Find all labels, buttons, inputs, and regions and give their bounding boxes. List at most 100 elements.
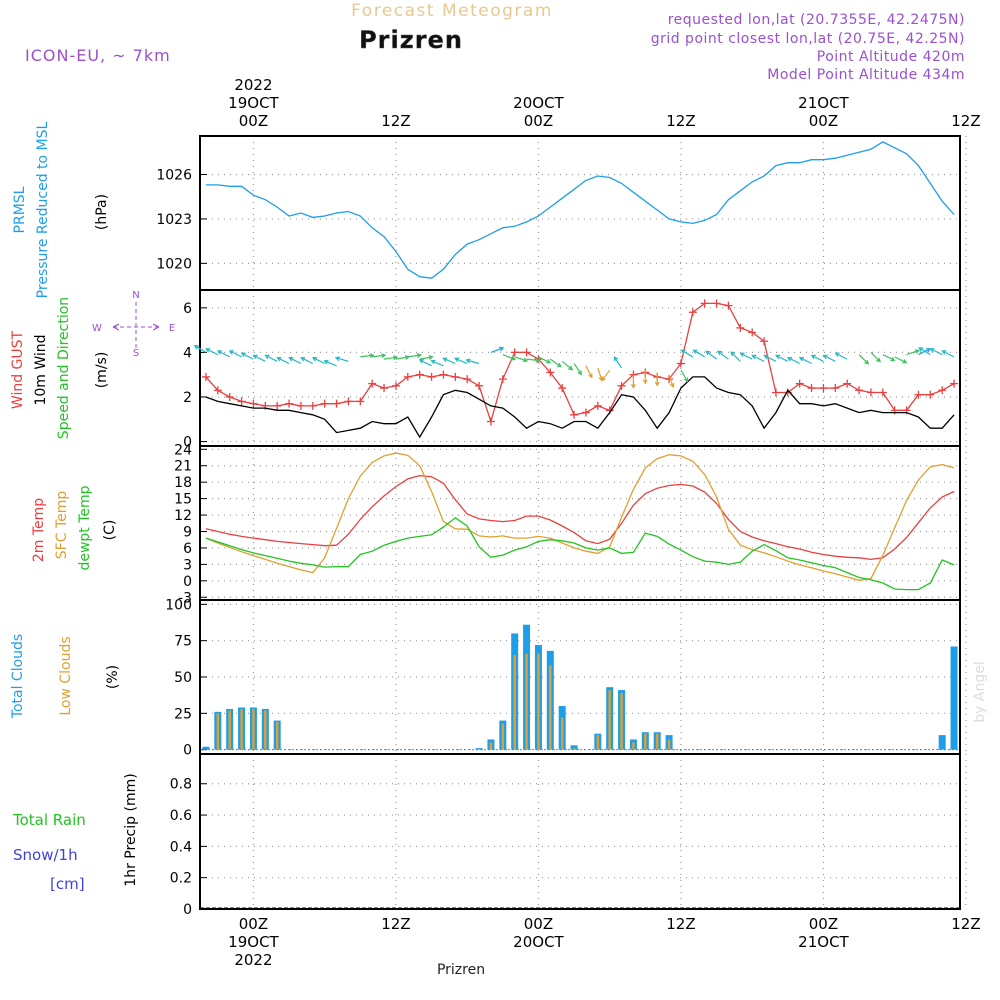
- gust-marker: [831, 384, 840, 393]
- gust-marker: [225, 392, 234, 401]
- clouds-panel: 0 25 50 75 100: [165, 597, 967, 759]
- temp-ytick-label: 12: [174, 508, 192, 524]
- wind-arrow: [654, 372, 660, 387]
- wind-arrow: [894, 356, 908, 364]
- wind-gust-line: [205, 302, 955, 424]
- compass-e: E: [169, 323, 175, 334]
- bottom-time-label: 2022: [234, 951, 272, 969]
- gridpoint-coords: grid point closest lon,lat (20.75E, 42.2…: [651, 31, 965, 47]
- gust-marker: [866, 388, 875, 397]
- clouds-ytick-label: 25: [174, 706, 192, 722]
- wind-arrow: [334, 356, 349, 362]
- wind-ytick-label: 6: [183, 301, 192, 317]
- gust-marker: [617, 381, 626, 390]
- gust-marker: [593, 401, 602, 410]
- total-cloud-bar: [202, 746, 210, 750]
- top-time-label: 00Z: [809, 112, 838, 130]
- low-cloud-bar: [240, 708, 243, 750]
- wind-arrow: [585, 365, 593, 379]
- wind-arrow: [680, 349, 694, 358]
- top-time-label: 2022: [234, 76, 272, 94]
- clouds-ytick-label: 75: [174, 634, 192, 650]
- wind-arrow: [372, 353, 387, 359]
- wind-arrow: [311, 357, 325, 365]
- gust-marker: [463, 375, 472, 384]
- gust-marker: [439, 370, 448, 379]
- pressure-panel: 1020 1023 1026: [156, 135, 967, 291]
- gust-marker: [486, 417, 495, 426]
- wind-arrow: [193, 345, 207, 353]
- total-cloud-bar: [475, 748, 483, 750]
- gust-marker: [688, 308, 697, 317]
- footer-city: Prizren: [437, 962, 485, 978]
- temp-ytick-label: 3: [183, 557, 192, 573]
- dew-label: dewpt Temp: [77, 485, 93, 570]
- bottom-time-label: 12Z: [951, 915, 980, 933]
- wind-arrow: [763, 354, 777, 362]
- low-cloud-bar: [596, 735, 600, 750]
- top-time-label: 12Z: [951, 112, 980, 130]
- low-cloud-bar: [489, 742, 493, 750]
- product-title: Forecast Meteogram: [351, 1, 553, 21]
- pressure-ytick-label: 1020: [156, 256, 192, 272]
- gust-marker: [201, 372, 210, 381]
- wind-arrow: [561, 360, 574, 371]
- pressure-label: PRMSL: [12, 186, 28, 233]
- temp-unit: (C): [102, 520, 118, 541]
- wind-arrow: [538, 356, 552, 364]
- wind-arrow: [730, 351, 741, 362]
- wind-arrow: [751, 354, 765, 362]
- point-altitude: Point Altitude 420m: [817, 49, 965, 65]
- low-cloud-bar: [560, 717, 564, 750]
- wind-arrow: [216, 350, 230, 358]
- low-cloud-bar: [537, 653, 540, 750]
- gust-marker: [807, 384, 816, 393]
- low-cloud-bar: [513, 655, 516, 750]
- wind-arrow: [418, 359, 432, 367]
- wind-arrow: [716, 350, 729, 360]
- low-cloud-bar: [572, 748, 576, 750]
- temp-ytick-label: 18: [174, 475, 192, 491]
- wind-arrow: [918, 347, 931, 356]
- 2m-temp-line: [205, 474, 955, 561]
- model-label: ICON-EU, ~ 7km: [25, 46, 171, 65]
- wind-arrow: [360, 353, 375, 359]
- total-clouds-label: Total Clouds: [10, 634, 26, 719]
- compass-n: N: [132, 290, 139, 301]
- low-cloud-bar: [216, 713, 220, 750]
- gust-marker: [938, 386, 947, 395]
- tsfc-label: SFC Temp: [54, 491, 70, 560]
- gust-marker: [712, 299, 721, 308]
- wind-arrow: [642, 370, 648, 385]
- temp-ytick-label: 6: [183, 541, 192, 557]
- low-cloud-bar: [549, 665, 552, 750]
- snow-label: Snow/1h: [13, 846, 78, 864]
- gust-marker: [700, 299, 709, 308]
- top-time-label: 12Z: [381, 112, 410, 130]
- precip-unit: 1hr Precip (mm): [123, 773, 139, 886]
- wind-ytick-label: 0: [183, 435, 192, 451]
- top-time-label: 00Z: [524, 112, 553, 130]
- gust-marker: [320, 399, 329, 408]
- gust-marker: [475, 381, 484, 390]
- gust-marker: [427, 372, 436, 381]
- precip-frame: [199, 753, 961, 910]
- wind-arrow: [705, 350, 717, 360]
- wind-arrow: [323, 359, 337, 367]
- wind-arrow: [384, 355, 399, 361]
- temp-ytick-label: 9: [183, 524, 192, 540]
- low-cloud-bar: [264, 710, 267, 750]
- temp-ytick-label: 15: [174, 492, 192, 508]
- wind-arrow: [465, 358, 480, 365]
- top-time-label: 21OCT: [798, 94, 849, 112]
- bottom-time-label: 21OCT: [798, 933, 849, 951]
- wind-ytick-label: 2: [183, 390, 192, 406]
- precip-ytick-label: 0: [183, 902, 192, 918]
- wind-arrow: [573, 363, 583, 376]
- low-clouds-label: Low Clouds: [58, 636, 74, 715]
- precip-ytick-label: 0.4: [170, 839, 192, 855]
- wind-arrow: [442, 357, 456, 365]
